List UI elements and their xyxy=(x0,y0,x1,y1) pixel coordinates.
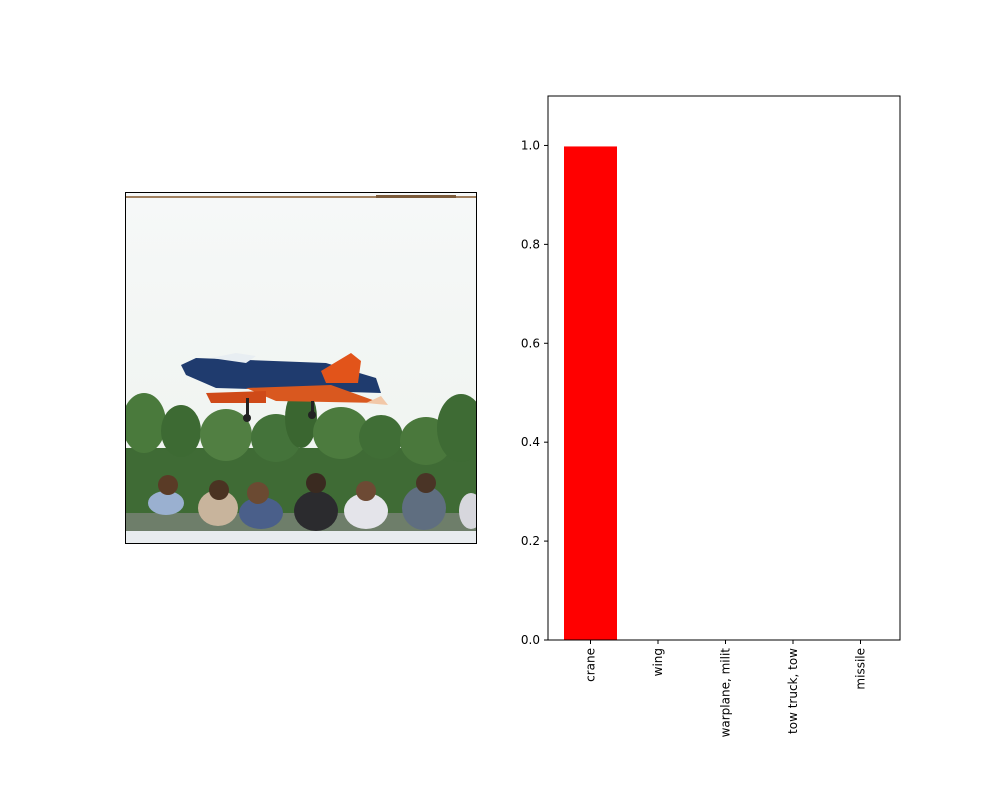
plot-frame xyxy=(547,95,901,641)
x-tick-label: crane xyxy=(584,648,598,682)
y-tick-label: 0.6 xyxy=(521,336,540,350)
y-tick-label: 0.2 xyxy=(521,534,540,548)
jet-aircraft xyxy=(181,353,388,422)
y-axis: 0.0 0.2 0.4 0.6 0.8 1.0 xyxy=(521,138,548,647)
y-tick-label: 0.8 xyxy=(521,237,540,251)
x-tick-label: tow truck, tow xyxy=(786,648,800,734)
x-tick-label: wing xyxy=(651,648,665,676)
y-tick-label: 1.0 xyxy=(521,138,540,152)
spectators xyxy=(126,473,476,533)
y-tick-label: 0.0 xyxy=(521,633,540,647)
x-tick-label: warplane, milit xyxy=(719,648,733,738)
x-tick-label: missile xyxy=(854,648,868,690)
bars-group xyxy=(564,146,887,640)
tree-line xyxy=(126,388,476,528)
input-photo xyxy=(125,192,477,544)
y-tick-label: 0.4 xyxy=(521,435,540,449)
bar-0 xyxy=(564,146,617,640)
airplane-photo-illustration xyxy=(126,193,476,543)
x-axis: crane wing warplane, milit tow truck, tow mi… xyxy=(584,640,868,737)
